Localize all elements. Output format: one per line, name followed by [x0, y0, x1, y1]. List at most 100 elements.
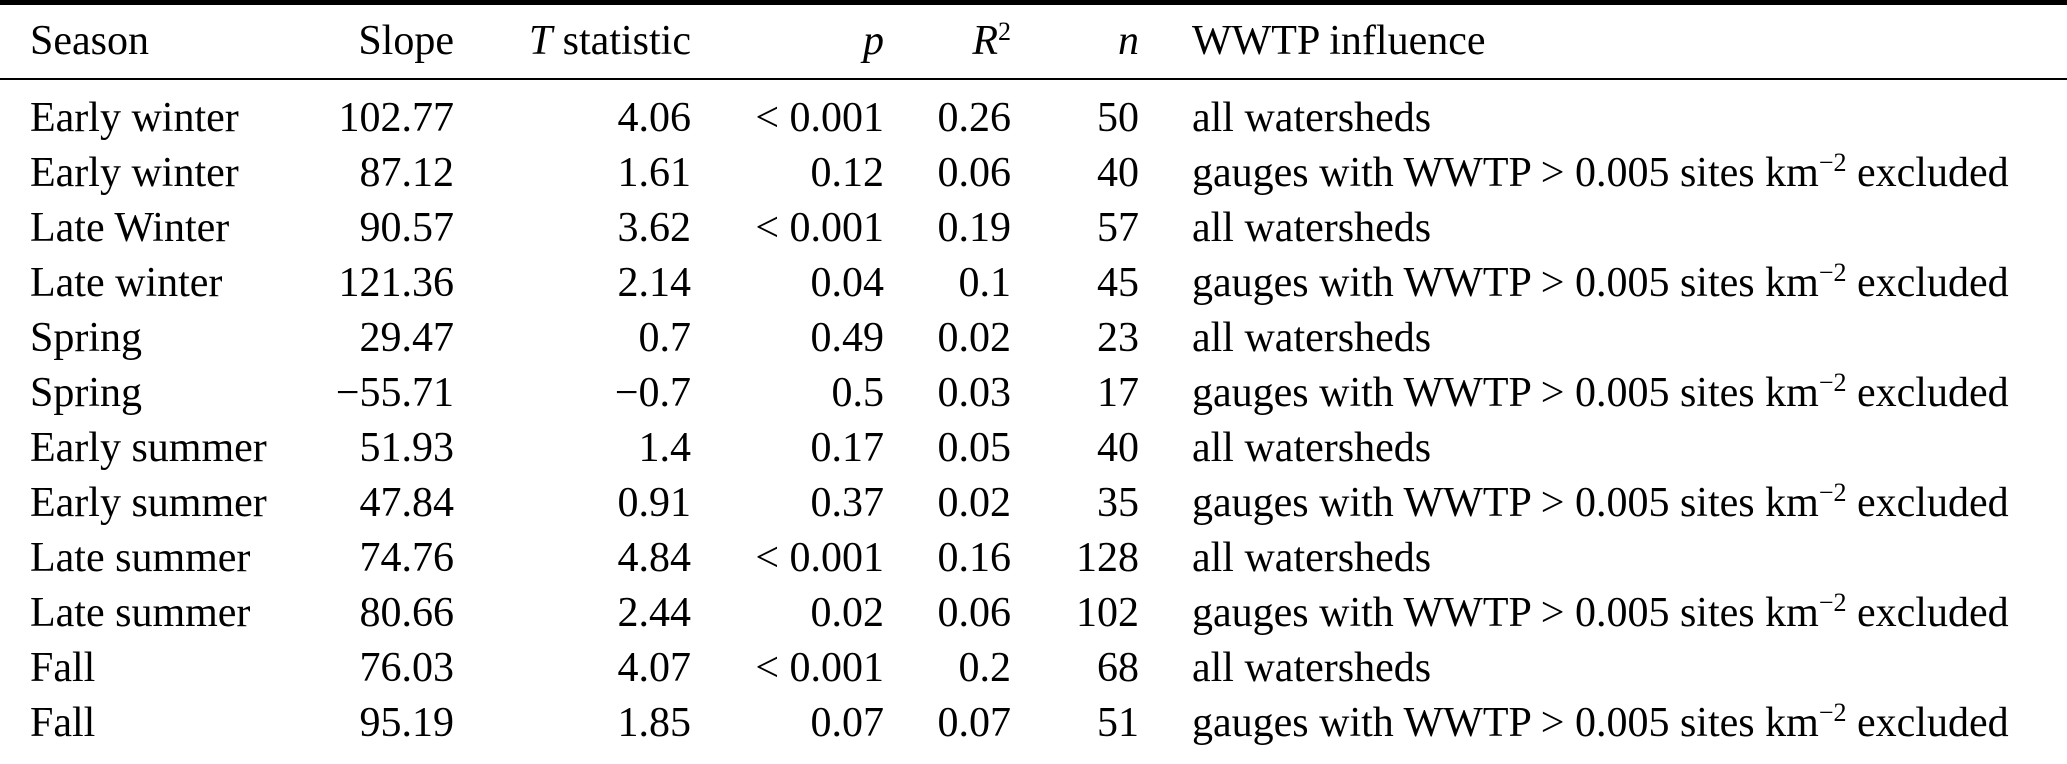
wwtp-influence-cell: gauges with WWTP > 0.005 sites km−2 excl… — [1140, 146, 2067, 201]
t-statistic-cell: 4.07 — [617, 644, 692, 691]
slope-cell: 47.84 — [359, 479, 455, 526]
slope-cell: 76.03 — [359, 644, 455, 691]
slope-cell: 80.66 — [359, 589, 455, 636]
wwtp-exponent: −2 — [1818, 258, 1847, 288]
n-cell: 68 — [1097, 644, 1139, 691]
season-cell: Late Winter — [30, 204, 230, 251]
table-row: Spring −55.71 −0.7 0.5 0.03 17 gauges wi… — [0, 366, 2067, 421]
wwtp-text: all watersheds — [1192, 314, 1432, 361]
p-cell: 0.02 — [810, 589, 885, 636]
table-row: Early summer 47.84 0.91 0.37 0.02 35 gau… — [0, 476, 2067, 531]
wwtp-text: gauges with WWTP > 0.005 sites km — [1192, 479, 1819, 526]
season-cell: Early winter — [30, 94, 239, 141]
table-row: Fall 76.03 4.07 < 0.001 0.2 68 all water… — [0, 641, 2067, 696]
season-cell: Spring — [30, 369, 143, 416]
p-cell: < 0.001 — [755, 94, 884, 141]
season-cell: Early winter — [30, 149, 239, 196]
wwtp-text: gauges with WWTP > 0.005 sites km — [1192, 369, 1819, 416]
n-cell: 17 — [1097, 369, 1139, 416]
p-cell: 0.07 — [810, 699, 885, 746]
wwtp-text: all watersheds — [1192, 644, 1432, 691]
p-cell: 0.5 — [831, 369, 885, 416]
r2-cell: 0.16 — [937, 534, 1012, 581]
wwtp-text: gauges with WWTP > 0.005 sites km — [1192, 259, 1819, 306]
t-statistic-cell: 2.14 — [617, 259, 692, 306]
slope-cell: 29.47 — [359, 314, 455, 361]
t-statistic-cell: 2.44 — [617, 589, 692, 636]
n-cell: 23 — [1097, 314, 1139, 361]
t-statistic-rest: statistic — [552, 18, 691, 65]
t-statistic-cell: 1.61 — [617, 149, 692, 196]
wwtp-text: gauges with WWTP > 0.005 sites km — [1192, 149, 1819, 196]
table-row: Early summer 51.93 1.4 0.17 0.05 40 all … — [0, 421, 2067, 476]
slope-cell: 95.19 — [359, 699, 455, 746]
t-statistic-cell: 3.62 — [617, 204, 692, 251]
header-row: Season Slope T statistic p R2 n WWTP inf… — [0, 2, 2067, 80]
table-row: Fall 95.19 1.85 0.07 0.07 51 gauges with… — [0, 696, 2067, 764]
season-cell: Fall — [30, 699, 96, 746]
col-header-t-statistic: T statistic — [455, 2, 692, 80]
t-statistic-cell: 4.06 — [617, 94, 692, 141]
wwtp-exponent: −2 — [1818, 368, 1847, 398]
n-cell: 128 — [1076, 534, 1139, 581]
wwtp-text: all watersheds — [1192, 204, 1432, 251]
t-statistic-cell: 1.85 — [617, 699, 692, 746]
p-italic: p — [863, 18, 884, 65]
r-squared-exponent: 2 — [997, 16, 1011, 46]
wwtp-exponent: −2 — [1818, 588, 1847, 618]
wwtp-text-suffix: excluded — [1846, 479, 2009, 526]
table-row: Early winter 102.77 4.06 < 0.001 0.26 50… — [0, 79, 2067, 146]
p-cell: 0.04 — [810, 259, 885, 306]
r2-cell: 0.2 — [958, 644, 1012, 691]
slope-cell: 102.77 — [338, 94, 455, 141]
n-cell: 50 — [1097, 94, 1139, 141]
wwtp-text: gauges with WWTP > 0.005 sites km — [1192, 589, 1819, 636]
table-row: Late Winter 90.57 3.62 < 0.001 0.19 57 a… — [0, 201, 2067, 256]
n-cell: 51 — [1097, 699, 1139, 746]
table-row: Late summer 74.76 4.84 < 0.001 0.16 128 … — [0, 531, 2067, 586]
wwtp-text: all watersheds — [1192, 94, 1432, 141]
n-cell: 35 — [1097, 479, 1139, 526]
table-body: Early winter 102.77 4.06 < 0.001 0.26 50… — [0, 79, 2067, 764]
wwtp-influence-cell: gauges with WWTP > 0.005 sites km−2 excl… — [1140, 476, 2067, 531]
wwtp-text: all watersheds — [1192, 534, 1432, 581]
col-header-season: Season — [0, 2, 330, 80]
slope-cell: 74.76 — [359, 534, 455, 581]
table-row: Late summer 80.66 2.44 0.02 0.06 102 gau… — [0, 586, 2067, 641]
r2-cell: 0.07 — [937, 699, 1012, 746]
slope-cell: 51.93 — [359, 424, 455, 471]
r2-cell: 0.06 — [937, 589, 1012, 636]
n-cell: 57 — [1097, 204, 1139, 251]
t-statistic-italic: T — [528, 18, 553, 65]
wwtp-text-suffix: excluded — [1846, 369, 2009, 416]
p-cell: 0.12 — [810, 149, 885, 196]
wwtp-exponent: −2 — [1818, 148, 1847, 178]
table-header: Season Slope T statistic p R2 n WWTP inf… — [0, 2, 2067, 80]
wwtp-influence-cell: gauges with WWTP > 0.005 sites km−2 excl… — [1140, 696, 2067, 764]
col-header-p: p — [692, 2, 885, 80]
p-cell: < 0.001 — [755, 644, 884, 691]
season-cell: Spring — [30, 314, 143, 361]
n-cell: 45 — [1097, 259, 1139, 306]
col-header-r-squared: R2 — [885, 2, 1012, 80]
wwtp-influence-cell: gauges with WWTP > 0.005 sites km−2 excl… — [1140, 366, 2067, 421]
n-italic: n — [1118, 18, 1139, 65]
r2-cell: 0.26 — [937, 94, 1012, 141]
p-cell: < 0.001 — [755, 534, 884, 581]
r2-cell: 0.02 — [937, 314, 1012, 361]
wwtp-text: gauges with WWTP > 0.005 sites km — [1192, 699, 1819, 746]
season-cell: Late summer — [30, 589, 251, 636]
r2-cell: 0.03 — [937, 369, 1012, 416]
wwtp-influence-cell: gauges with WWTP > 0.005 sites km−2 excl… — [1140, 256, 2067, 311]
n-cell: 102 — [1076, 589, 1139, 636]
n-cell: 40 — [1097, 424, 1139, 471]
wwtp-exponent: −2 — [1818, 478, 1847, 508]
n-cell: 40 — [1097, 149, 1139, 196]
wwtp-text: all watersheds — [1192, 424, 1432, 471]
r-italic: R — [972, 18, 998, 65]
wwtp-influence-cell: all watersheds — [1140, 201, 2067, 256]
p-cell: 0.37 — [810, 479, 885, 526]
wwtp-text-suffix: excluded — [1846, 589, 2009, 636]
